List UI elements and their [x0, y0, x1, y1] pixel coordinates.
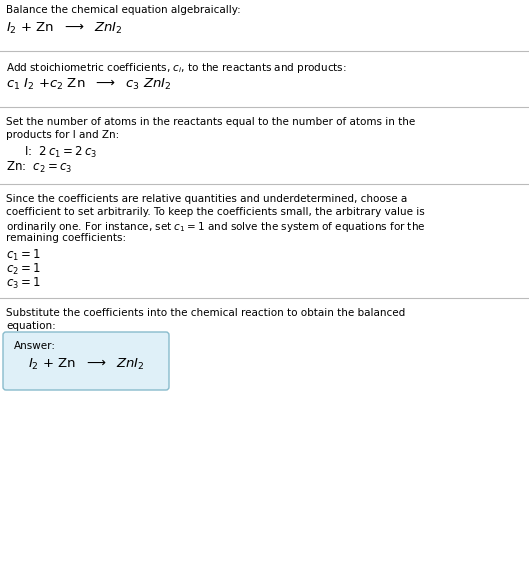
Text: Answer:: Answer:: [14, 341, 56, 351]
Text: Add stoichiometric coefficients, $c_i$, to the reactants and products:: Add stoichiometric coefficients, $c_i$, …: [6, 61, 346, 75]
Text: coefficient to set arbitrarily. To keep the coefficients small, the arbitrary va: coefficient to set arbitrarily. To keep …: [6, 207, 425, 217]
FancyBboxPatch shape: [3, 332, 169, 390]
Text: equation:: equation:: [6, 321, 56, 331]
Text: $c_3 = 1$: $c_3 = 1$: [6, 276, 41, 291]
Text: Set the number of atoms in the reactants equal to the number of atoms in the: Set the number of atoms in the reactants…: [6, 117, 415, 127]
Text: $c_2 = 1$: $c_2 = 1$: [6, 262, 41, 277]
Text: remaining coefficients:: remaining coefficients:: [6, 233, 126, 243]
Text: Since the coefficients are relative quantities and underdetermined, choose a: Since the coefficients are relative quan…: [6, 194, 407, 204]
Text: $I_2$ + Zn  $\longrightarrow$  $ZnI_2$: $I_2$ + Zn $\longrightarrow$ $ZnI_2$: [28, 357, 144, 372]
Text: Balance the chemical equation algebraically:: Balance the chemical equation algebraica…: [6, 5, 241, 15]
Text: $c_1$ $I_2$ +$c_2$ Zn  $\longrightarrow$  $c_3$ $ZnI_2$: $c_1$ $I_2$ +$c_2$ Zn $\longrightarrow$ …: [6, 77, 171, 92]
Text: Substitute the coefficients into the chemical reaction to obtain the balanced: Substitute the coefficients into the che…: [6, 308, 405, 318]
Text: I:  $2\,c_1 = 2\,c_3$: I: $2\,c_1 = 2\,c_3$: [24, 145, 97, 160]
Text: Zn:  $c_2 = c_3$: Zn: $c_2 = c_3$: [6, 160, 72, 175]
Text: ordinarily one. For instance, set $c_1 = 1$ and solve the system of equations fo: ordinarily one. For instance, set $c_1 =…: [6, 220, 425, 234]
Text: $I_2$ + Zn  $\longrightarrow$  $ZnI_2$: $I_2$ + Zn $\longrightarrow$ $ZnI_2$: [6, 21, 122, 36]
Text: $c_1 = 1$: $c_1 = 1$: [6, 248, 41, 263]
Text: products for I and Zn:: products for I and Zn:: [6, 130, 119, 140]
